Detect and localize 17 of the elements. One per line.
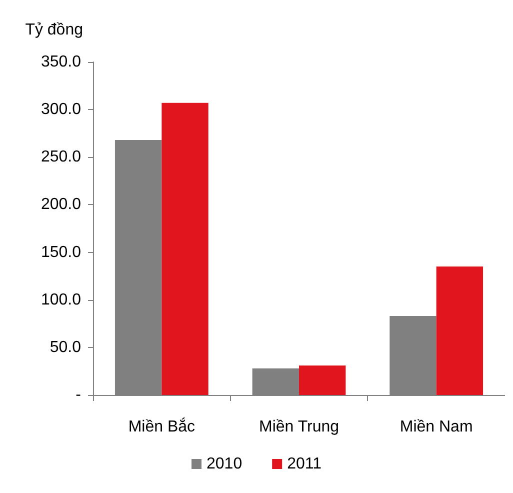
legend-label: 2010 (206, 456, 242, 472)
y-tick-label: 200.0 (40, 196, 82, 214)
y-tick-label: 350.0 (40, 54, 82, 70)
y-tick-label: 100.0 (40, 291, 82, 308)
y-tick-label: 150.0 (40, 244, 82, 261)
legend-label: 2011 (287, 456, 322, 472)
x-tick-label: Miền Bắc (128, 418, 196, 436)
bar (436, 266, 484, 395)
y-tick-label: - (76, 386, 81, 404)
y-axis-title: Tỷ đồng (25, 22, 83, 38)
bar (162, 102, 208, 395)
bar (299, 366, 346, 395)
y-tick-label: 250.0 (40, 148, 82, 166)
y-tick-label: 300.0 (40, 101, 82, 118)
x-tick-label: Miền Trung (258, 418, 340, 436)
y-tick-label: 50.0 (50, 338, 82, 356)
x-tick-label: Miền Nam (400, 418, 473, 436)
